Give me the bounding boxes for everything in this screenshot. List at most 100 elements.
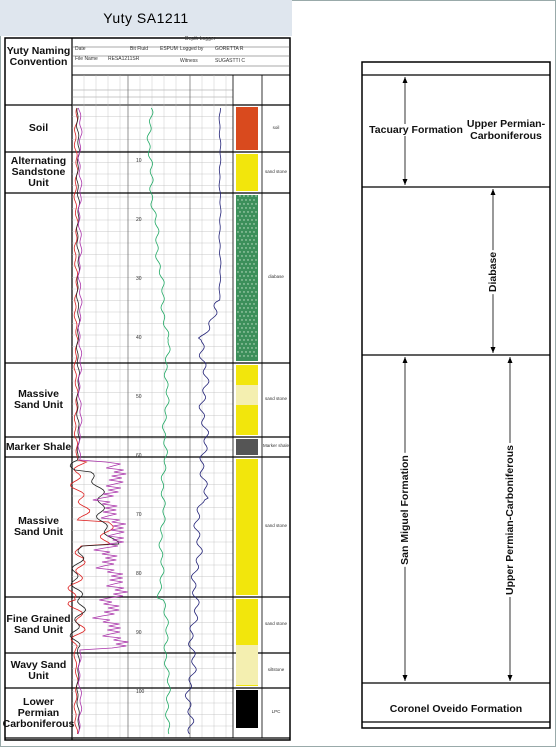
stipple — [253, 335, 255, 337]
stipple — [243, 219, 245, 221]
stipple — [247, 195, 249, 197]
stipple — [239, 323, 241, 325]
stipple — [247, 251, 249, 253]
stipple — [253, 311, 255, 313]
stipple — [241, 319, 243, 321]
stipple — [245, 207, 247, 209]
stipple — [237, 311, 239, 313]
stipple — [249, 295, 251, 297]
unit-label: Massive Sand Unit — [14, 388, 63, 411]
stipple — [249, 287, 251, 289]
depth-label: 90 — [136, 630, 142, 636]
sp-curve — [77, 107, 129, 735]
stipple — [239, 347, 241, 349]
stipple — [249, 255, 251, 257]
stipple — [251, 219, 253, 221]
stipple — [245, 335, 247, 337]
formation-label: Coronel Oveido Formation — [389, 703, 523, 715]
stipple — [247, 219, 249, 221]
unit-note: Marker shale — [263, 443, 290, 448]
lithology-light — [236, 645, 258, 685]
unit-label: Alternating Sandstone Unit — [10, 155, 67, 189]
depth-label: 80 — [136, 571, 142, 577]
stipple — [243, 259, 245, 261]
stipple — [245, 271, 247, 273]
stipple — [237, 327, 239, 329]
stipple — [239, 291, 241, 293]
stipple — [243, 339, 245, 341]
stipple — [243, 267, 245, 269]
unit-label: Lower Permian Carboniferous — [2, 695, 75, 730]
stipple — [245, 223, 247, 225]
stipple — [251, 211, 253, 213]
depth-label: 100 — [136, 689, 145, 695]
stipple — [251, 275, 253, 277]
header-field: Date — [75, 46, 86, 52]
unit-label: Fine Grained Sand Unit — [6, 613, 71, 636]
stipple — [255, 267, 257, 269]
stipple — [237, 223, 239, 225]
depth-label: 30 — [136, 276, 142, 282]
stipple — [247, 283, 249, 285]
stipple — [237, 199, 239, 201]
stipple — [251, 227, 253, 229]
unit-note: sand stone — [264, 168, 288, 174]
stipple — [251, 259, 253, 261]
stipple — [243, 331, 245, 333]
stipple — [241, 271, 243, 273]
stipple — [247, 355, 249, 357]
stipple — [241, 255, 243, 257]
stipple — [251, 347, 253, 349]
stipple — [249, 263, 251, 265]
stipple — [245, 327, 247, 329]
lithology-light — [236, 385, 258, 405]
stipple — [255, 307, 257, 309]
stipple — [241, 207, 243, 209]
age-label: Upper Permian-Carboniferous — [504, 443, 516, 597]
stipple — [239, 219, 241, 221]
stipple — [253, 303, 255, 305]
stipple — [247, 347, 249, 349]
stipple — [239, 227, 241, 229]
stipple — [239, 251, 241, 253]
stipple — [239, 339, 241, 341]
stipple — [251, 195, 253, 197]
stipple — [251, 203, 253, 205]
stipple — [237, 279, 239, 281]
stipple — [249, 311, 251, 313]
depth-label: 50 — [136, 394, 142, 400]
stipple — [255, 203, 257, 205]
header-field: GORETTA R — [215, 46, 244, 52]
stipple — [247, 331, 249, 333]
stipple — [255, 315, 257, 317]
stipple — [255, 195, 257, 197]
stipple — [249, 335, 251, 337]
stipple — [253, 199, 255, 201]
stipple — [241, 223, 243, 225]
stipple — [241, 239, 243, 241]
stipple — [249, 207, 251, 209]
stipple — [243, 323, 245, 325]
unit-note: sand stone — [264, 523, 288, 528]
stipple — [243, 211, 245, 213]
stipple — [245, 311, 247, 313]
stipple — [251, 331, 253, 333]
stipple — [255, 331, 257, 333]
gamma-curve — [67, 107, 114, 735]
header-field: ESPUM — [160, 46, 178, 52]
lithology — [236, 439, 258, 455]
stipple — [237, 271, 239, 273]
stipple — [239, 195, 241, 197]
stipple — [241, 335, 243, 337]
stipple — [239, 203, 241, 205]
stipple — [241, 303, 243, 305]
stipple — [251, 283, 253, 285]
stipple — [253, 239, 255, 241]
stipple — [249, 327, 251, 329]
stipple — [247, 267, 249, 269]
stipple — [237, 239, 239, 241]
stipple — [247, 275, 249, 277]
stipple — [237, 255, 239, 257]
unit-label: Wavy Sand Unit — [10, 658, 67, 682]
age-label: Upper Permian-Carboniferous — [466, 118, 546, 142]
